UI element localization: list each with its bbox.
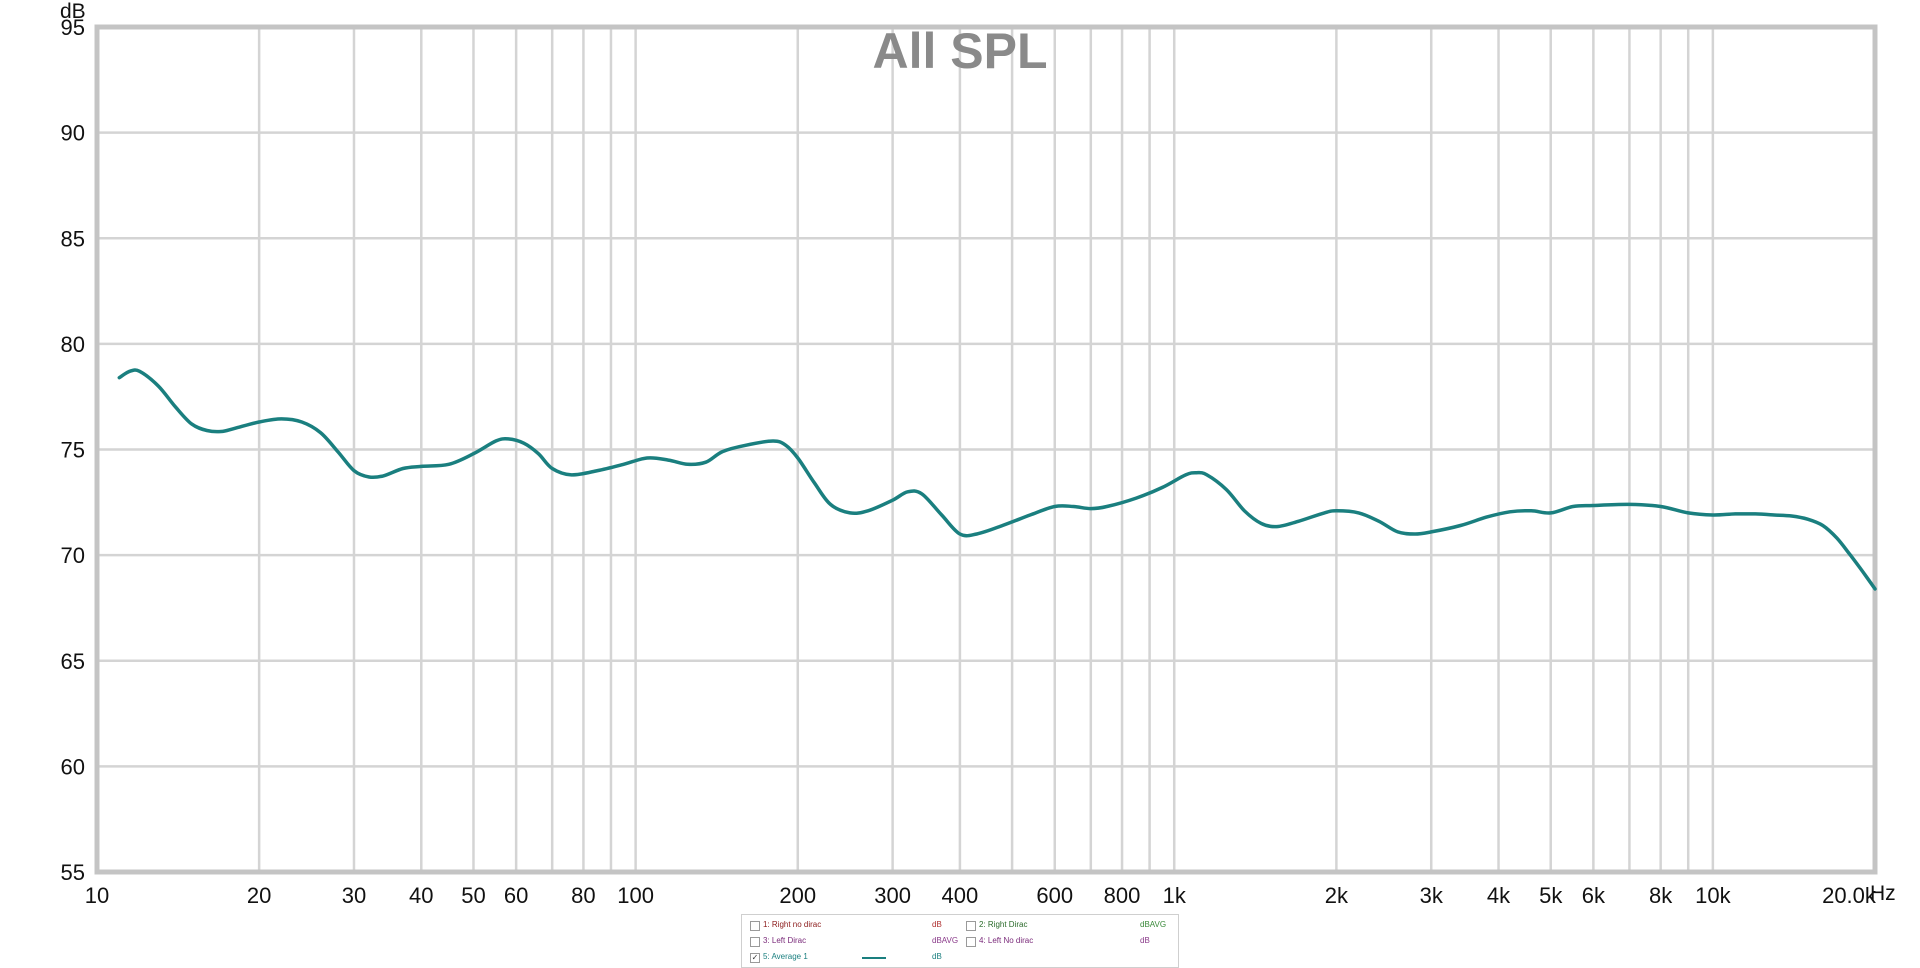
y-axis-unit-label: dB <box>60 0 86 23</box>
legend-unit: dBAVG <box>932 936 959 945</box>
y-tick-label: 95 <box>61 15 85 40</box>
x-axis-unit-label: Hz <box>1870 882 1896 905</box>
legend-checkbox[interactable] <box>750 937 760 947</box>
y-tick-label: 65 <box>61 649 85 674</box>
x-tick-label: 200 <box>779 883 816 908</box>
x-tick-label: 50 <box>461 883 485 908</box>
legend-checkbox[interactable] <box>750 921 760 931</box>
y-tick-label: 85 <box>61 226 85 251</box>
legend-unit: dB <box>1140 936 1150 945</box>
legend-unit: dB <box>932 920 942 929</box>
x-tick-label: 40 <box>409 883 433 908</box>
x-tick-label: 5k <box>1539 883 1563 908</box>
x-tick-label: 400 <box>942 883 979 908</box>
x-tick-label: 3k <box>1420 883 1444 908</box>
legend-checkbox[interactable] <box>966 937 976 947</box>
plot-frame <box>94 24 1878 875</box>
y-tick-label: 70 <box>61 543 85 568</box>
x-tick-label: 6k <box>1582 883 1606 908</box>
y-tick-label: 80 <box>61 332 85 357</box>
x-tick-label: 600 <box>1036 883 1073 908</box>
legend-line-swatch <box>862 957 886 959</box>
x-tick-label: 100 <box>617 883 654 908</box>
x-tick-label: 10 <box>85 883 109 908</box>
x-tick-label: 800 <box>1104 883 1141 908</box>
x-tick-label: 1k <box>1163 883 1187 908</box>
x-tick-label: 20.0k <box>1822 883 1877 908</box>
legend-panel: 1: Right no dirac dB 2: Right Dirac dBAV… <box>741 914 1179 968</box>
x-tick-label: 8k <box>1649 883 1673 908</box>
legend-label: 4: Left No dirac <box>979 936 1034 945</box>
y-tick-label: 60 <box>61 754 85 779</box>
y-tick-label: 55 <box>61 860 85 885</box>
x-tick-label: 2k <box>1325 883 1349 908</box>
legend-label: 5: Average 1 <box>763 952 808 961</box>
x-tick-label: 80 <box>571 883 595 908</box>
x-tick-label: 4k <box>1487 883 1511 908</box>
legend-unit: dBAVG <box>1140 920 1167 929</box>
legend-checkbox[interactable]: ✓ <box>750 953 760 963</box>
legend-unit: dB <box>932 952 942 961</box>
x-tick-label: 300 <box>874 883 911 908</box>
series-line-average-1 <box>117 368 1877 591</box>
legend-label: 2: Right Dirac <box>979 920 1028 929</box>
y-tick-label: 90 <box>61 121 85 146</box>
x-tick-label: 30 <box>342 883 366 908</box>
x-tick-label: 10k <box>1695 883 1731 908</box>
x-tick-label: 20 <box>247 883 271 908</box>
legend-label: 3: Left Dirac <box>763 936 807 945</box>
x-tick-label: 60 <box>504 883 528 908</box>
legend-checkbox[interactable] <box>966 921 976 931</box>
legend-label: 1: Right no dirac <box>763 920 822 929</box>
y-tick-label: 75 <box>61 438 85 463</box>
